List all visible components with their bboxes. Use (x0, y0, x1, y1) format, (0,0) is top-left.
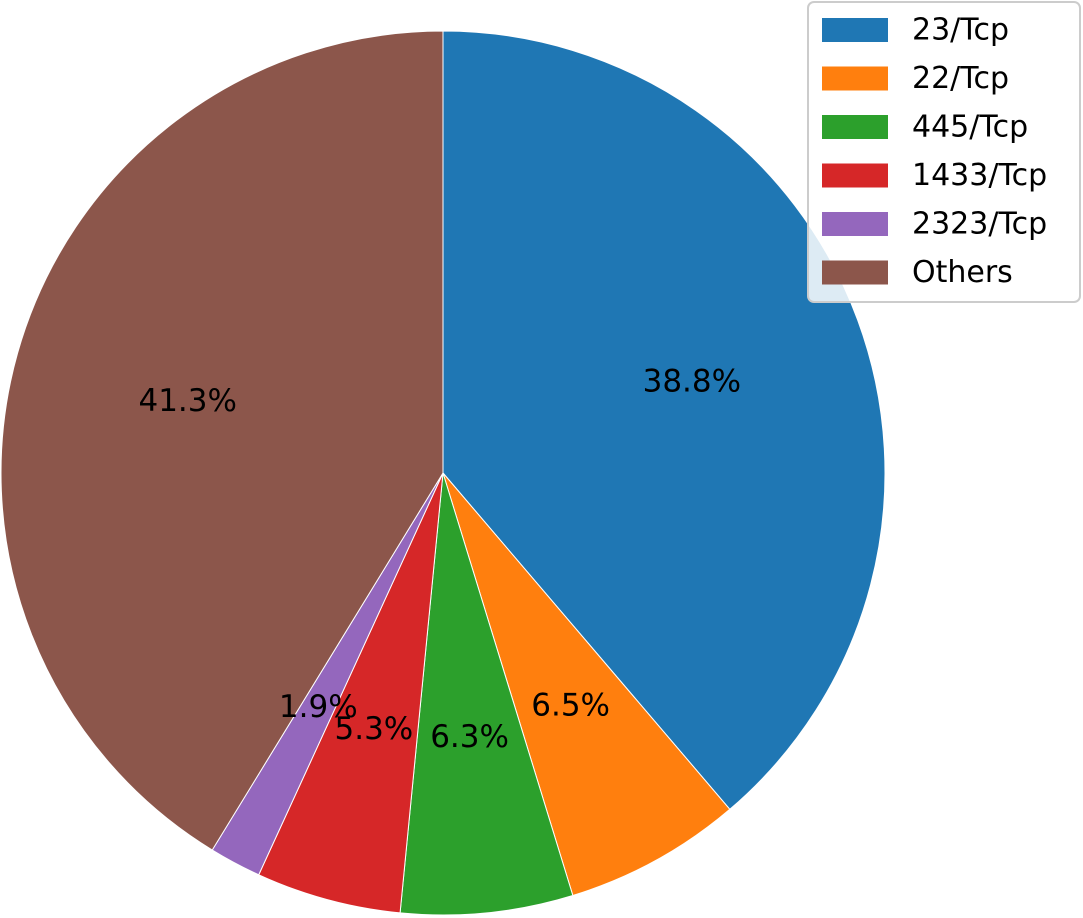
pie-slice-1433-tcp (258, 472, 444, 914)
legend-entry-23-tcp: 23/Tcp (822, 13, 1009, 48)
legend-label-23-tcp: 23/Tcp (912, 13, 1009, 48)
pct-label-2323-tcp: 1.9% (279, 689, 358, 725)
pct-label-22-tcp: 6.5% (531, 687, 610, 723)
legend-entry-445-tcp: 445/Tcp (822, 110, 1028, 145)
legend-entry-others: Others (822, 255, 1013, 290)
legend-label-445-tcp: 445/Tcp (912, 110, 1028, 145)
legend-swatch-445-tcp (822, 115, 888, 139)
pie-slices (0, 30, 886, 916)
legend-label-22-tcp: 22/Tcp (912, 61, 1009, 96)
legend-label-1433-tcp: 1433/Tcp (912, 158, 1047, 193)
pie-slice-445-tcp (399, 472, 574, 916)
legend-swatch-2323-tcp (822, 212, 888, 236)
legend-entry-2323-tcp: 2323/Tcp (822, 207, 1047, 242)
pie-slice-22-tcp (442, 472, 731, 897)
legend-entry-1433-tcp: 1433/Tcp (822, 158, 1047, 193)
chart-legend: 23/Tcp 22/Tcp 445/Tcp 1433/Tcp 2323/Tcp Other… (807, 1, 1081, 303)
legend-items: 23/Tcp 22/Tcp 445/Tcp 1433/Tcp 2323/Tcp Other… (822, 13, 1047, 290)
pct-label-1433-tcp: 5.3% (335, 711, 414, 747)
legend-entry-22-tcp: 22/Tcp (822, 61, 1009, 96)
legend-label-others: Others (912, 255, 1013, 290)
pie-slice-23-tcp (442, 30, 886, 811)
pct-label-445-tcp: 6.3% (430, 719, 509, 755)
pct-label-23-tcp: 38.8% (643, 363, 741, 399)
legend-swatch-1433-tcp (822, 163, 888, 188)
pie-slice-others (0, 30, 444, 851)
legend-swatch-22-tcp (822, 66, 888, 91)
pie-percentage-labels: 38.8% 6.5% 6.3% 5.3%1.9% 41.3% (138, 363, 741, 755)
pct-label-others: 41.3% (138, 383, 236, 419)
legend-label-2323-tcp: 2323/Tcp (912, 207, 1047, 242)
legend-swatch-others (822, 260, 888, 285)
legend-swatch-23-tcp (822, 18, 888, 42)
